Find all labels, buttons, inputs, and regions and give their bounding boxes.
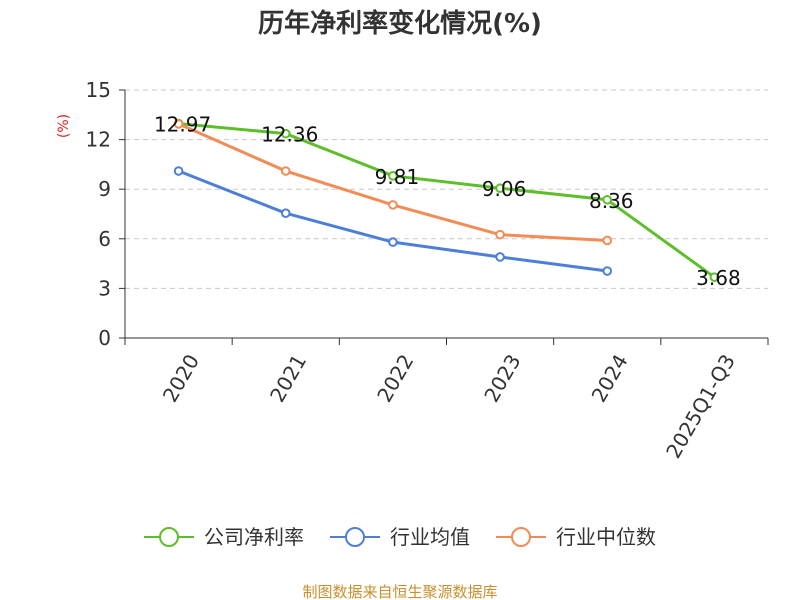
y-tick-label: 0 [98,326,111,350]
legend-label: 公司净利率 [204,525,304,549]
data-point [495,229,505,240]
legend-item[interactable]: 行业中位数 [496,525,656,549]
legend-label: 行业中位数 [556,525,656,549]
source-note: 制图数据来自恒生聚源数据库 [302,583,497,600]
data-point [173,166,184,176]
chart-title: 历年净利率变化情况(%) [258,8,542,39]
y-tick-label: 12 [86,128,111,152]
data-label: 12.97 [154,113,211,137]
y-tick-label: 15 [86,78,111,102]
data-label: 9.81 [375,165,420,189]
legend-marker [159,527,179,547]
data-point [280,208,291,218]
y-tick-label: 9 [98,177,111,201]
x-tick-label: 2022 [372,350,418,406]
series-lines [173,118,720,282]
y-tick-label: 6 [98,227,111,251]
data-point [280,166,291,176]
x-tick-label: 2025Q1-Q3 [661,350,740,462]
x-tick-label: 2023 [479,350,525,406]
data-label: 12.36 [261,123,318,147]
data-point [602,235,613,246]
data-point [495,183,505,194]
data-point [495,252,505,262]
y-tick-label: 3 [98,276,111,300]
data-point [173,119,184,129]
legend-item[interactable]: 行业均值 [330,525,470,549]
legend-marker [345,527,365,547]
data-point [388,171,398,181]
y-axis-label: (%) [56,114,72,138]
data-point [602,194,613,205]
legend-label: 行业均值 [390,525,470,549]
data-point [709,272,720,282]
data-label: 3.68 [696,266,741,290]
data-labels: 12.97 12.36 9.81 9.06 8.36 3.68 [154,113,741,291]
data-point [388,200,398,210]
x-tick-label: 2024 [587,350,633,406]
legend-item[interactable]: 公司净利率 [144,525,304,549]
data-point [602,266,613,276]
series-line [178,122,716,279]
data-point [280,128,291,139]
data-point [388,237,398,247]
x-tick-label: 2020 [158,350,204,406]
legend: 公司净利率 行业均值 行业中位数 [144,525,656,549]
data-label: 9.06 [482,177,527,201]
x-tick-label: 2021 [265,350,311,406]
legend-marker [511,527,531,547]
data-label: 8.36 [589,189,634,213]
